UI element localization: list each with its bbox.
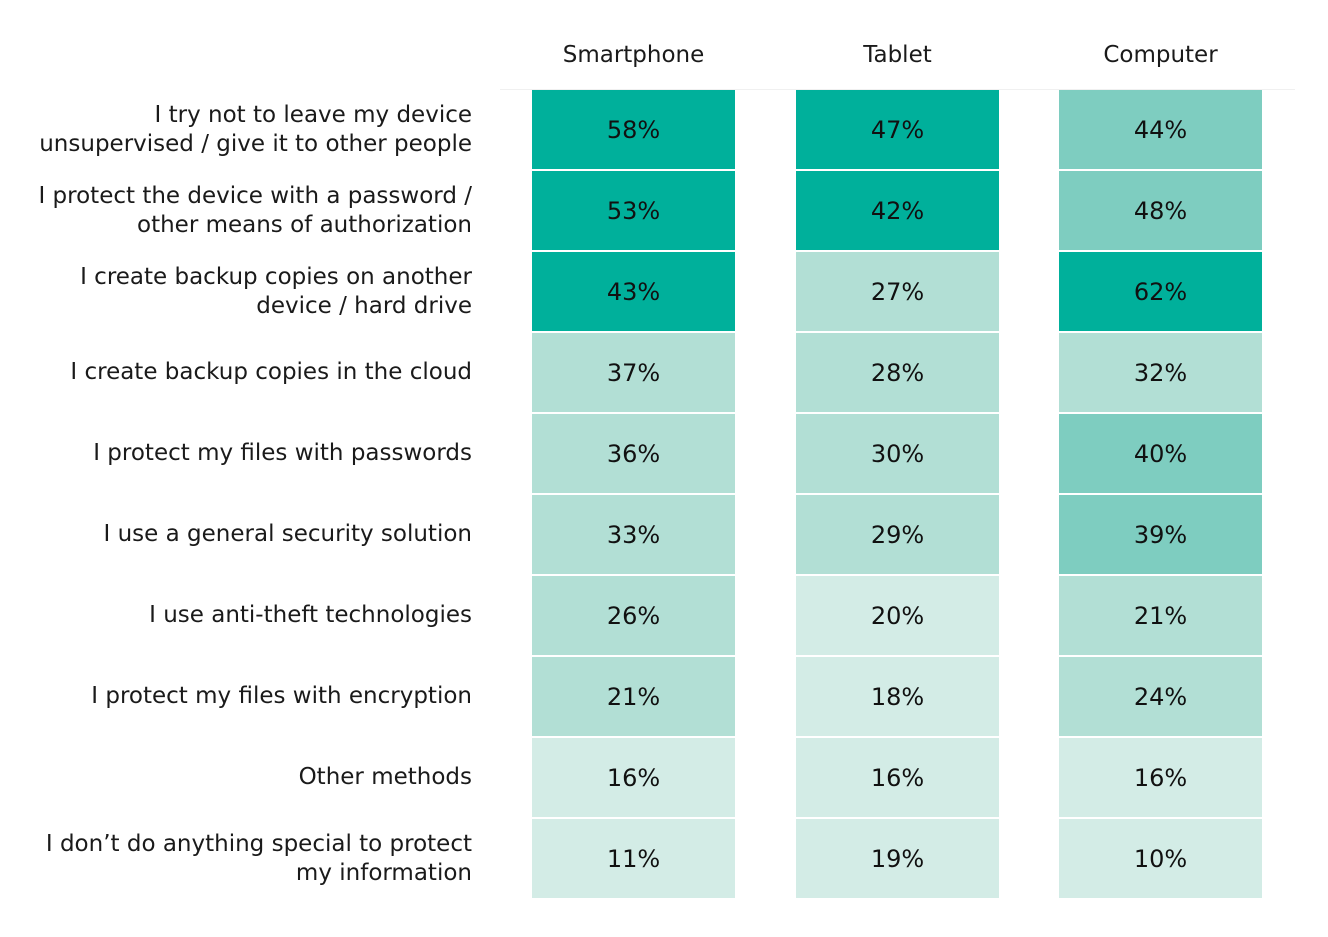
cell-value-label: 26% [606,601,661,630]
heatmap-cell-smartphone: 37% [532,333,735,412]
heatmap-cell-tablet: 42% [796,171,999,250]
cell-value-label: 20% [870,601,925,630]
heatmap-cell-smartphone: 33% [532,495,735,574]
column-header-smartphone: Smartphone [562,42,705,68]
cell-value-label: 62% [1133,277,1188,306]
row-label-line: I protect my files with passwords [93,440,472,466]
heatmap-cell-computer: 32% [1059,333,1262,412]
heatmap-cell-computer: 16% [1059,738,1262,817]
row-label: I don’t do anything special to protect my… [2,819,472,898]
row-label: I create backup copies on another device … [2,252,472,331]
cell-value-label: 28% [870,358,925,387]
heatmap-cell-tablet: 27% [796,252,999,331]
row-label: I try not to leave my device unsupervised… [2,90,472,169]
heatmap-cell-tablet: 47% [796,90,999,169]
row-label-line: I don’t do anything special to protect [45,830,472,857]
row-label-text: I try not to leave my device unsupervised… [39,101,472,159]
row-label: I create backup copies in the cloud [2,333,472,412]
cell-value-label: 36% [606,439,661,468]
cell-value-label: 27% [870,277,925,306]
cell-value-label: 10% [1133,844,1188,873]
cell-value-label: 33% [606,520,661,549]
heatmap-cell-smartphone: 26% [532,576,735,655]
row-label-line: Other methods [298,764,472,790]
heatmap-cell-smartphone: 21% [532,657,735,736]
row-label-line: other means of authorization [137,211,472,238]
row-label: I use anti-theft technologies [2,576,472,655]
cell-value-label: 30% [870,439,925,468]
cell-value-label: 24% [1133,682,1188,711]
heatmap-cell-smartphone: 53% [532,171,735,250]
row-label-text: I don’t do anything special to protect my… [46,830,472,888]
row-label-line: I create backup copies on another [80,263,472,290]
cell-value-label: 44% [1133,115,1188,144]
row-label-text: Other methods [299,763,472,792]
row-label-text: I use a general security solution [104,520,472,549]
heatmap-cell-computer: 48% [1059,171,1262,250]
row-label-line: I create backup copies in the cloud [70,359,472,385]
heatmap-cell-tablet: 20% [796,576,999,655]
cell-value-label: 16% [606,763,661,792]
heatmap-cell-tablet: 29% [796,495,999,574]
column-header-computer: Computer [1103,42,1218,68]
column-header-tablet: Tablet [863,42,932,68]
row-label: I protect the device with a password / ot… [2,171,472,250]
cell-value-label: 29% [870,520,925,549]
heatmap-cell-tablet: 18% [796,657,999,736]
row-label-line: I use a general security solution [103,521,472,547]
cell-value-label: 21% [606,682,661,711]
row-label: Other methods [2,738,472,817]
heatmap-cell-computer: 10% [1059,819,1262,898]
cell-value-label: 18% [870,682,925,711]
heatmap-cell-computer: 44% [1059,90,1262,169]
heatmap-cell-smartphone: 43% [532,252,735,331]
cell-value-label: 47% [870,115,925,144]
row-label-text: I create backup copies on another device … [80,263,472,321]
row-label-text: I protect the device with a password / ot… [38,182,472,240]
heatmap-cell-tablet: 30% [796,414,999,493]
row-label-text: I use anti-theft technologies [149,601,472,630]
row-label-text: I protect my files with passwords [93,439,472,468]
row-label-line: I protect the device with a password / [38,182,472,209]
cell-value-label: 21% [1133,601,1188,630]
row-label-text: I create backup copies in the cloud [70,358,472,387]
cell-value-label: 16% [1133,763,1188,792]
row-label-line: I protect my files with encryption [91,683,472,709]
heatmap-cell-smartphone: 16% [532,738,735,817]
cell-value-label: 48% [1133,196,1188,225]
row-label: I protect my files with passwords [2,414,472,493]
cell-value-label: 53% [606,196,661,225]
cell-value-label: 58% [606,115,661,144]
cell-value-label: 32% [1133,358,1188,387]
cell-value-label: 39% [1133,520,1188,549]
row-label-line: I use anti-theft technologies [149,602,472,628]
heatmap-cell-computer: 24% [1059,657,1262,736]
cell-value-label: 43% [606,277,661,306]
heatmap-cell-computer: 21% [1059,576,1262,655]
cell-value-label: 19% [870,844,925,873]
cell-value-label: 16% [870,763,925,792]
cell-value-label: 37% [606,358,661,387]
cell-value-label: 42% [870,196,925,225]
heatmap-cell-tablet: 28% [796,333,999,412]
row-label: I use a general security solution [2,495,472,574]
row-label: I protect my files with encryption [2,657,472,736]
heatmap-cell-computer: 39% [1059,495,1262,574]
cell-value-label: 40% [1133,439,1188,468]
row-label-text: I protect my files with encryption [91,682,472,711]
heatmap-cell-tablet: 16% [796,738,999,817]
row-label-line: device / hard drive [256,292,472,319]
heatmap-cell-smartphone: 11% [532,819,735,898]
heatmap-cell-smartphone: 58% [532,90,735,169]
header-divider [500,89,1295,90]
row-label-line: I try not to leave my device [154,101,472,128]
heatmap-cell-tablet: 19% [796,819,999,898]
heatmap-cell-computer: 40% [1059,414,1262,493]
row-label-line: unsupervised / give it to other people [39,130,472,157]
row-label-line: my information [295,859,472,886]
heatmap-cell-smartphone: 36% [532,414,735,493]
heatmap-cell-computer: 62% [1059,252,1262,331]
cell-value-label: 11% [606,844,661,873]
